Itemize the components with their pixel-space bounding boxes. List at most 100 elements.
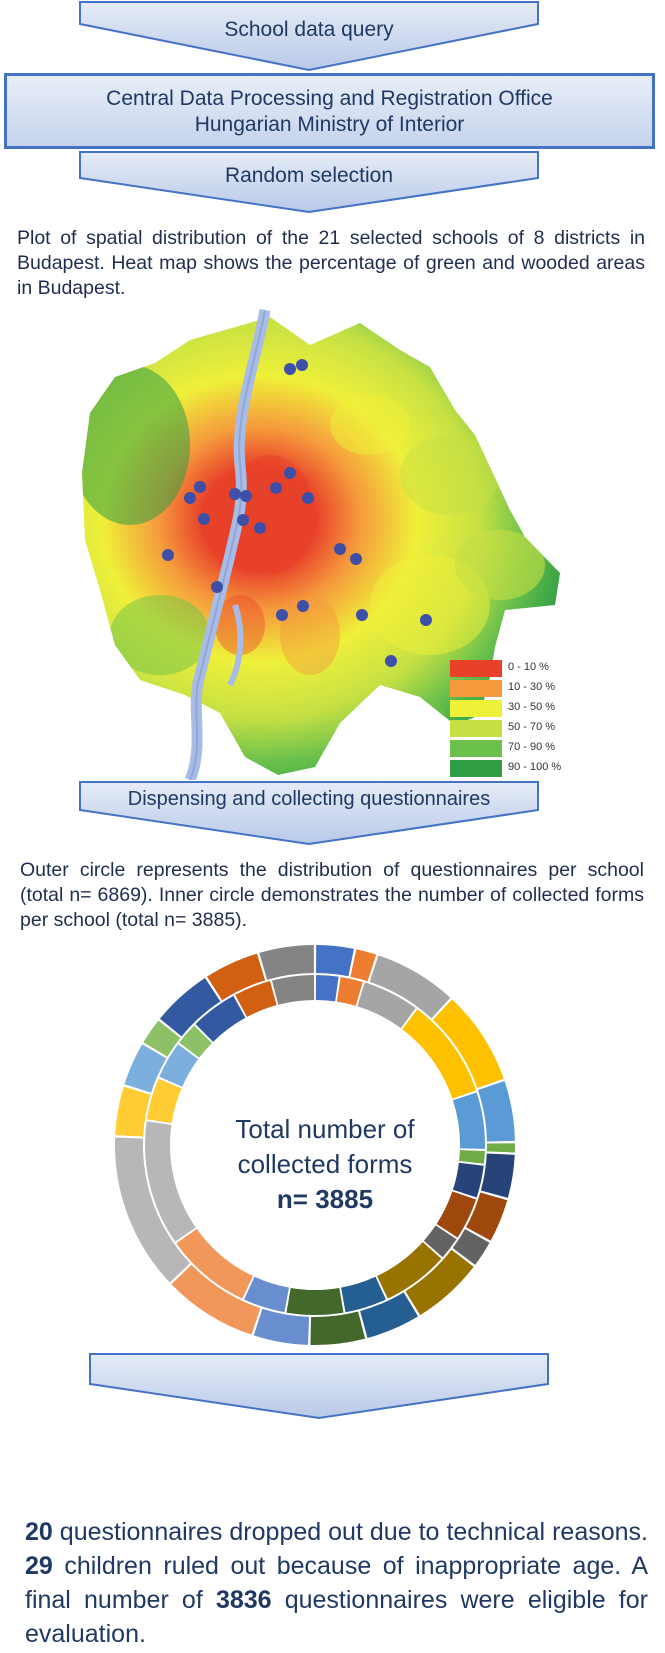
outer-ring-segment [480,1153,515,1198]
inner-ring-segment [271,975,315,1005]
arrow-shape [79,781,539,846]
donut-center-line-2: collected forms [237,1149,413,1179]
office-line-1: Central Data Processing and Registration… [106,87,553,110]
random-selection-label: Random selection [224,164,394,187]
outer-ring-segment [350,949,377,982]
legend-label: 30 - 50 % [508,701,556,713]
map-caption: Plot of spatial distribution of the 21 s… [17,227,645,299]
donut-center-label: Total number of collected forms n= 3885 [170,1112,480,1217]
outer-ring-segment [360,1292,419,1338]
inner-ring-segment [377,1242,442,1299]
arrow-shape [79,151,539,214]
dispensing-arrow: Dispensing and collecting questionnaires [78,780,540,846]
heat-map-legend: 0 - 10 % 10 - 30 % 30 - 50 % 50 - 70 % 7… [450,660,580,780]
outer-ring-segment [253,1308,310,1345]
inner-ring-segment [336,976,363,1006]
outer-ring-segment [115,1086,151,1137]
questionnaire-donut-chart [115,945,515,1345]
arrow-shape [89,1353,549,1420]
inner-ring-segment [402,1009,477,1099]
school-marker [356,609,368,621]
inner-ring-segment [452,1092,485,1149]
inner-ring-segment [146,1078,182,1124]
outer-ring-segment [486,1143,515,1153]
donut-caption: Outer circle represents the distribution… [20,859,644,931]
legend-swatch [450,720,502,737]
inner-ring-segment [179,1025,212,1058]
office-line-2: Hungarian Ministry of Interior [194,113,465,136]
outer-ring-segment [405,1249,474,1316]
inner-ring-segment [244,1276,289,1313]
outer-ring-segment [477,1081,515,1142]
legend-swatch [450,660,502,677]
legend-label: 70 - 90 % [508,741,556,753]
inner-ring-segment [176,1228,253,1299]
school-data-query-arrow: School data query [78,0,540,72]
school-marker [284,363,296,375]
school-marker [237,514,249,526]
school-marker [254,522,266,534]
inner-ring-segment [286,1287,344,1315]
school-marker [297,600,309,612]
school-marker [350,553,362,565]
outer-ring-segment [115,1137,191,1283]
eligible-count: 3836 [215,1586,272,1614]
school-marker [240,490,252,502]
inner-ring-segment [423,1225,457,1258]
school-marker [270,482,282,494]
school-marker [194,481,206,493]
legend-swatch [450,700,502,717]
school-marker [162,549,174,561]
school-marker [334,543,346,555]
random-selection-arrow: Random selection [78,150,540,214]
inner-ring-segment [357,982,416,1029]
outer-ring-segment [369,955,451,1019]
inner-ring-segment [235,981,277,1017]
outer-ring-segment [171,1264,261,1335]
inner-ring-segment [195,995,246,1042]
outer-ring-segment [432,999,504,1089]
outer-ring-segment [143,1020,181,1057]
final-text-part: questionnaires were eligible for evaluat… [25,1586,648,1648]
school-marker [420,614,432,626]
donut-center-total: n= 3885 [276,1184,374,1214]
donut-center-line-1: Total number of [235,1114,415,1144]
dispensing-label: Dispensing and collecting questionnaires [127,788,491,810]
legend-label: 50 - 70 % [508,721,556,733]
final-summary: 20 questionnaires dropped out due to tec… [25,1515,648,1651]
inner-ring-segment [459,1150,485,1164]
school-marker [385,655,397,667]
outer-ring-segment [206,953,266,1001]
legend-label: 10 - 30 % [508,681,556,693]
dropped-count: 20 [25,1518,53,1546]
inner-ring-segment [341,1276,386,1313]
school-marker [284,467,296,479]
outer-ring-segment [316,945,354,977]
legend-swatch [450,740,502,757]
legend-swatch [450,760,502,777]
registration-office-box: Central Data Processing and Registration… [4,73,655,149]
school-marker [211,581,223,593]
inner-ring-segment [145,1121,196,1242]
inner-ring-segment [159,1044,199,1087]
final-arrow [88,1352,550,1420]
school-marker [296,359,308,371]
inner-ring-segment [315,975,339,1002]
outer-ring-segment [452,1229,490,1265]
final-text-part: questionnaires dropped out due to techni… [52,1518,648,1546]
school-marker [302,492,314,504]
inner-ring-segment [452,1162,484,1198]
school-markers [162,359,432,667]
school-data-query-label: School data query [224,18,394,41]
outer-ring-segment [259,945,314,980]
school-marker [276,609,288,621]
school-marker [198,513,210,525]
budapest-heat-map [82,309,560,780]
legend-label: 0 - 10 % [508,661,549,673]
inner-ring-segment [436,1191,477,1238]
outer-ring-segment [124,1044,167,1093]
outer-ring-segment [466,1192,508,1241]
school-marker [184,492,196,504]
age-excluded-count: 29 [25,1552,53,1580]
final-text-part: children ruled out because of inappropri… [25,1552,648,1614]
